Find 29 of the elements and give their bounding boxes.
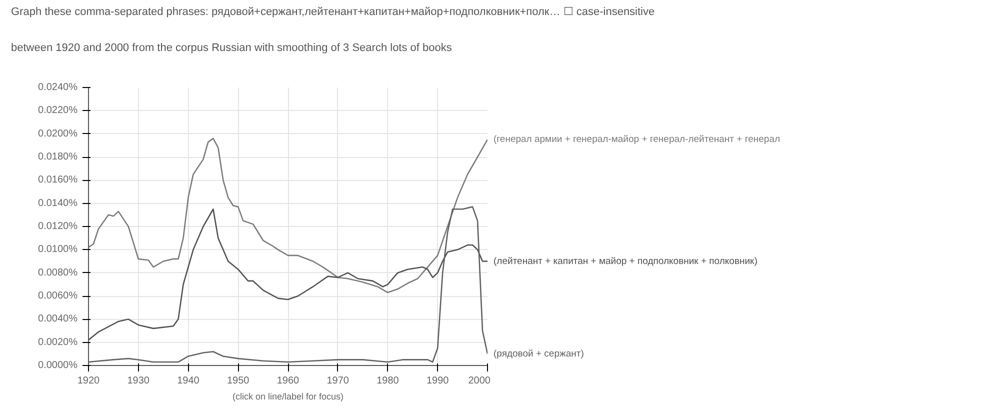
series-label: (лейтенант + капитан + майор + подполковник + полковник) bbox=[494, 256, 758, 267]
y-tick-label: 0.0200% bbox=[38, 128, 78, 140]
line-series bbox=[88, 138, 488, 294]
x-tick-label: 1980 bbox=[376, 376, 400, 386]
x-tick-label: 1920 bbox=[77, 376, 100, 386]
y-tick-label: 0.0100% bbox=[38, 244, 78, 256]
y-tick-label: 0.0020% bbox=[38, 336, 78, 348]
x-tick-label: 1970 bbox=[326, 376, 350, 386]
text: between 1920 and 2000 from the corpus Russian with smoothing of 3 Search lots of books bbox=[11, 41, 452, 56]
y-tick-label: 0.0120% bbox=[38, 221, 78, 232]
y-tick-label: 0.0220% bbox=[38, 105, 78, 116]
y-tick-label: 0.0240% bbox=[38, 82, 78, 93]
x-tick-label: 1930 bbox=[127, 376, 150, 386]
text: Graph these comma-separated phrases: рядовой+сержант,лейтенант+капитан+майор+подполковник+полк… ☐ case-insensitive bbox=[11, 5, 655, 20]
x-tick-label: 1990 bbox=[426, 376, 450, 386]
y-tick-label: 0.0180% bbox=[38, 152, 78, 162]
y-tick-label: 0.0060% bbox=[38, 290, 78, 302]
x-tick-label: 1960 bbox=[276, 376, 300, 386]
y-tick-label: 0.0160% bbox=[38, 174, 78, 186]
y-tick-label: 0.0040% bbox=[38, 314, 78, 325]
y-tick-label: 0.0080% bbox=[38, 267, 78, 278]
series-label: (рядовой + сержант) bbox=[494, 348, 584, 360]
x-tick-label: 1940 bbox=[177, 376, 200, 386]
text: (click on line/label for focus) bbox=[232, 392, 344, 402]
x-tick-label: 2000 bbox=[468, 376, 491, 386]
y-tick-label: 0.0140% bbox=[38, 198, 78, 209]
series-label: (генерал армии + генерал-майор + генерал-лейтенант + генерал bbox=[494, 134, 780, 146]
x-tick-label: 1950 bbox=[227, 376, 250, 386]
y-tick-label: 0.0000% bbox=[38, 360, 78, 371]
